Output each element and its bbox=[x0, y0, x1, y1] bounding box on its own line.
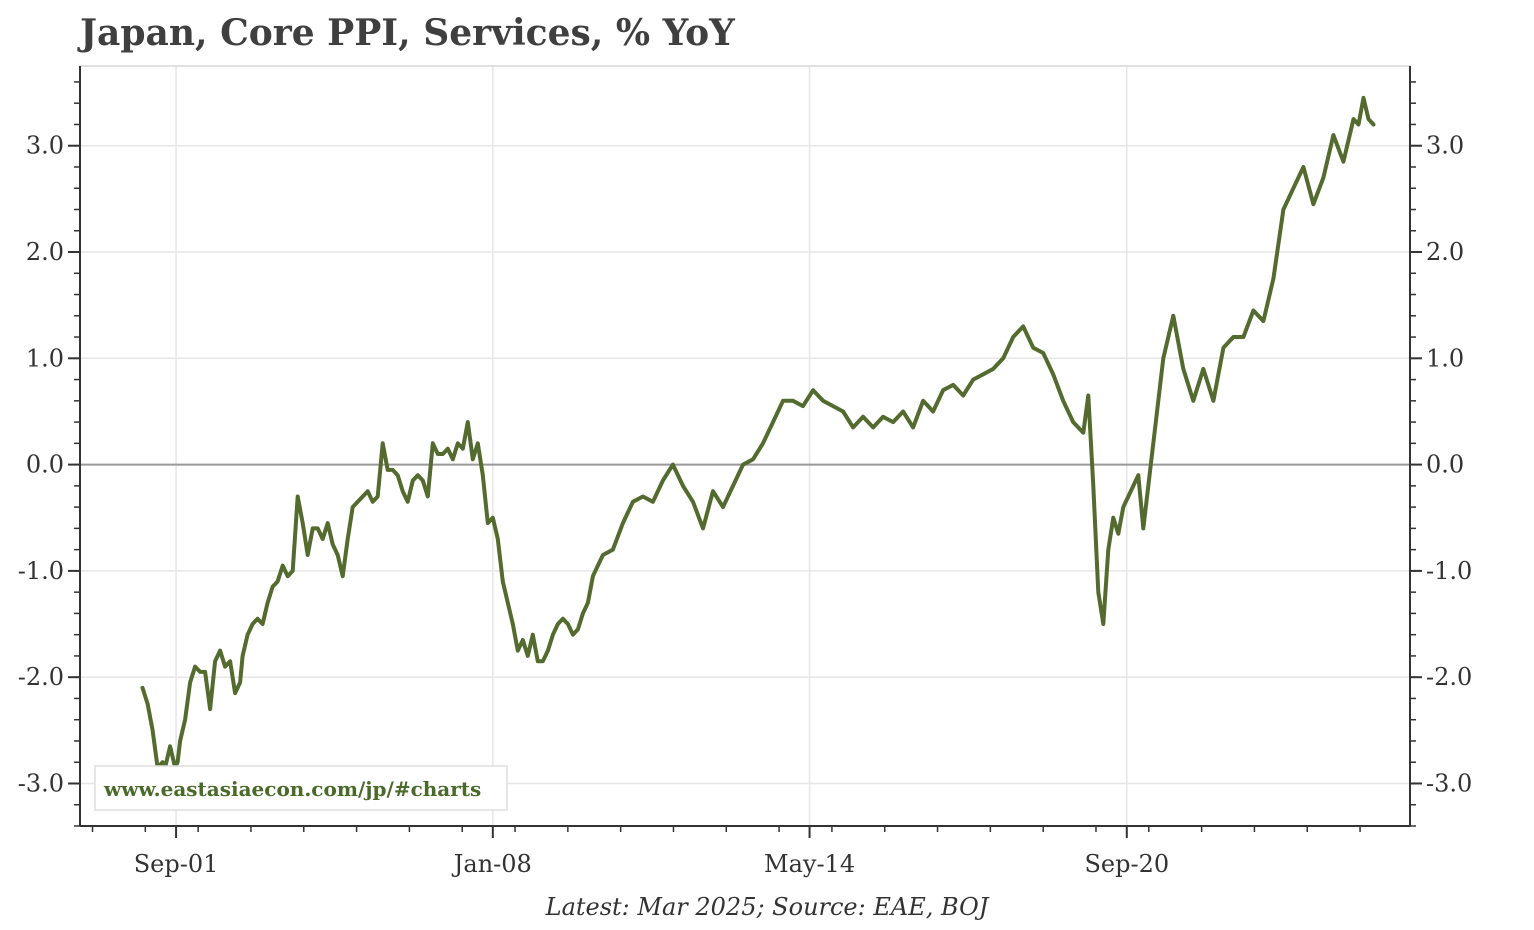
y-tick-label-left: -3.0 bbox=[18, 769, 64, 797]
x-tick-label: Sep-20 bbox=[1084, 850, 1169, 878]
x-tick-label: Sep-01 bbox=[134, 850, 219, 878]
y-tick-label-left: 0.0 bbox=[26, 451, 64, 479]
axes: -3.0 -3.0 -2.0 -2.0 -1.0 -1.0 0.0 0.0 1.0 1.0 2.0 2… bbox=[18, 66, 1472, 878]
y-tick-label-right: -2.0 bbox=[1426, 663, 1472, 691]
chart-title: Japan, Core PPI, Services, % YoY bbox=[80, 12, 735, 54]
grid-lines bbox=[80, 66, 1410, 826]
x-tick-label: Jan-08 bbox=[451, 850, 532, 878]
x-tick-label: May-14 bbox=[764, 850, 855, 878]
plot-frame bbox=[79, 65, 1411, 827]
source-footnote: Latest: Mar 2025; Source: EAE, BOJ bbox=[545, 893, 989, 921]
y-tick-label-right: 3.0 bbox=[1426, 132, 1464, 160]
watermark: www.eastasiaecon.com/jp/#charts bbox=[94, 765, 508, 811]
y-tick-label-left: -1.0 bbox=[18, 557, 64, 585]
y-tick-label-right: 2.0 bbox=[1426, 238, 1464, 266]
y-tick-label-right: -1.0 bbox=[1426, 557, 1472, 585]
y-tick-label-left: 1.0 bbox=[26, 344, 64, 372]
y-tick-label-left: 2.0 bbox=[26, 238, 64, 266]
watermark-text: www.eastasiaecon.com/jp/#charts bbox=[103, 777, 481, 801]
y-tick-label-left: 3.0 bbox=[26, 132, 64, 160]
y-tick-label-right: -3.0 bbox=[1426, 769, 1472, 797]
y-tick-label-left: -2.0 bbox=[18, 663, 64, 691]
y-tick-label-right: 1.0 bbox=[1426, 344, 1464, 372]
watermark-box bbox=[94, 765, 508, 811]
series-line bbox=[140, 95, 1376, 770]
y-tick-label-right: 0.0 bbox=[1426, 451, 1464, 479]
